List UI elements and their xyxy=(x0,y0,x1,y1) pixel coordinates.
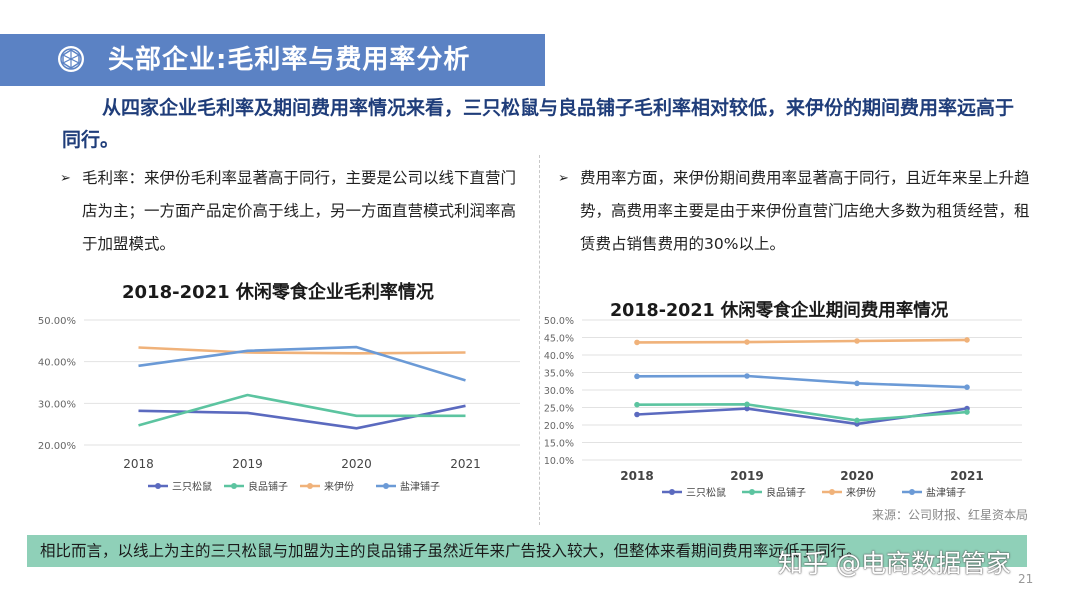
y-tick-label: 25.0% xyxy=(544,404,574,415)
legend-marker xyxy=(829,489,835,495)
legend-marker xyxy=(383,483,389,489)
x-tick-label: 2019 xyxy=(232,457,263,471)
x-tick-label: 2020 xyxy=(341,457,372,471)
page-number: 21 xyxy=(1018,572,1034,586)
legend-label: 良品铺子 xyxy=(766,486,806,499)
data-point xyxy=(634,401,640,408)
legend-label: 良品铺子 xyxy=(248,480,288,493)
y-tick-label: 15.0% xyxy=(544,439,574,450)
data-point xyxy=(634,373,640,380)
y-tick-label: 30.00% xyxy=(38,399,76,410)
chart-title-gross-margin: 2018-2021 休闲零食企业毛利率情况 xyxy=(122,282,434,303)
bullet-right: ➢ 费用率方面，来伊份期间费用率显著高于同行，且近年来呈上升趋势，高费用率主要是… xyxy=(558,162,1040,261)
data-point xyxy=(964,384,970,390)
data-point xyxy=(744,373,750,379)
legend-label: 盐津铺子 xyxy=(400,480,440,493)
legend-label: 三只松鼠 xyxy=(172,480,212,493)
series-line-来伊份 xyxy=(138,346,466,355)
headline: 从四家企业毛利率及期间费用率情况来看，三只松鼠与良品铺子毛利率相对较低，来伊份的… xyxy=(62,97,1015,151)
series-line-来伊份 xyxy=(636,338,968,344)
title-band xyxy=(0,34,545,86)
data-point xyxy=(854,338,860,344)
data-point xyxy=(854,380,860,387)
bullet-left: ➢ 毛利率：来伊份毛利率显著高于同行，主要是公司以线下直营门店为主；一方面产品定… xyxy=(60,162,522,261)
y-tick-label: 10.0% xyxy=(544,456,574,467)
gross-margin-chart: 20.00% 30.00% 40.00% 50.00% 2018 2019 2020 2021… xyxy=(38,316,520,493)
network-sphere-icon xyxy=(58,46,84,72)
data-point xyxy=(964,337,970,343)
bullet-right-text: 费用率方面，来伊份期间费用率显著高于同行，且近年来呈上升趋势，高费用率主要是由于… xyxy=(580,169,1030,253)
bullet-marker: ➢ xyxy=(558,171,569,186)
legend-label: 来伊份 xyxy=(324,481,354,493)
legend-marker xyxy=(155,483,161,489)
y-tick-label: 40.0% xyxy=(544,351,574,362)
legend-label: 三只松鼠 xyxy=(686,486,726,499)
legend-marker xyxy=(909,489,915,495)
page-title: 头部企业:毛利率与费用率分析 xyxy=(108,45,471,75)
data-point xyxy=(744,401,750,408)
y-tick-label: 20.00% xyxy=(38,441,76,452)
expense-rate-chart: 10.0% 15.0% 20.0% 25.0% 30.0% 35.0% 40.0% 45.0%… xyxy=(544,316,1022,499)
data-point xyxy=(964,409,970,415)
watermark: 知乎 @电商数据管家 xyxy=(778,549,1011,578)
y-tick-label: 45.0% xyxy=(544,334,574,345)
legend-label: 盐津铺子 xyxy=(926,486,966,499)
legend-marker xyxy=(307,483,313,489)
footer-text: 相比而言，以线上为主的三只松鼠与加盟为主的良品铺子虽然近年来广告投入较大，但整体… xyxy=(40,542,862,560)
chart-title-expense-rate: 2018-2021 休闲零食企业期间费用率情况 xyxy=(610,301,949,321)
x-tick-label: 2020 xyxy=(840,469,873,483)
y-tick-label: 50.00% xyxy=(38,316,76,327)
x-tick-label: 2018 xyxy=(620,469,653,483)
data-point xyxy=(854,417,860,424)
y-tick-label: 30.0% xyxy=(544,386,574,397)
data-point xyxy=(744,339,750,345)
x-tick-label: 2019 xyxy=(730,469,763,483)
series-line-良品铺子 xyxy=(636,403,968,422)
bullet-left-text: 毛利率：来伊份毛利率显著高于同行，主要是公司以线下直营门店为主；一方面产品定价高… xyxy=(82,169,517,253)
series-line-盐津铺子 xyxy=(636,374,968,389)
legend-marker xyxy=(231,483,237,489)
bullet-marker: ➢ xyxy=(60,171,71,186)
x-tick-label: 2018 xyxy=(123,457,154,471)
series-line-良品铺子 xyxy=(138,393,466,427)
legend-label: 来伊份 xyxy=(846,487,876,499)
source-note: 来源：公司财报、红星资本局 xyxy=(872,508,1029,522)
y-tick-label: 50.0% xyxy=(544,316,574,327)
data-point xyxy=(634,339,640,346)
x-tick-label: 2021 xyxy=(450,457,481,471)
legend-marker xyxy=(749,489,755,495)
data-point xyxy=(744,405,750,412)
footer-band xyxy=(27,535,1027,567)
y-tick-label: 35.0% xyxy=(544,369,574,380)
legend-marker xyxy=(669,489,675,495)
data-point xyxy=(634,411,640,418)
x-tick-label: 2021 xyxy=(950,469,983,483)
y-tick-label: 40.00% xyxy=(38,358,76,369)
y-tick-label: 20.0% xyxy=(544,421,574,432)
column-divider xyxy=(539,155,540,525)
series-line-盐津铺子 xyxy=(138,345,466,382)
